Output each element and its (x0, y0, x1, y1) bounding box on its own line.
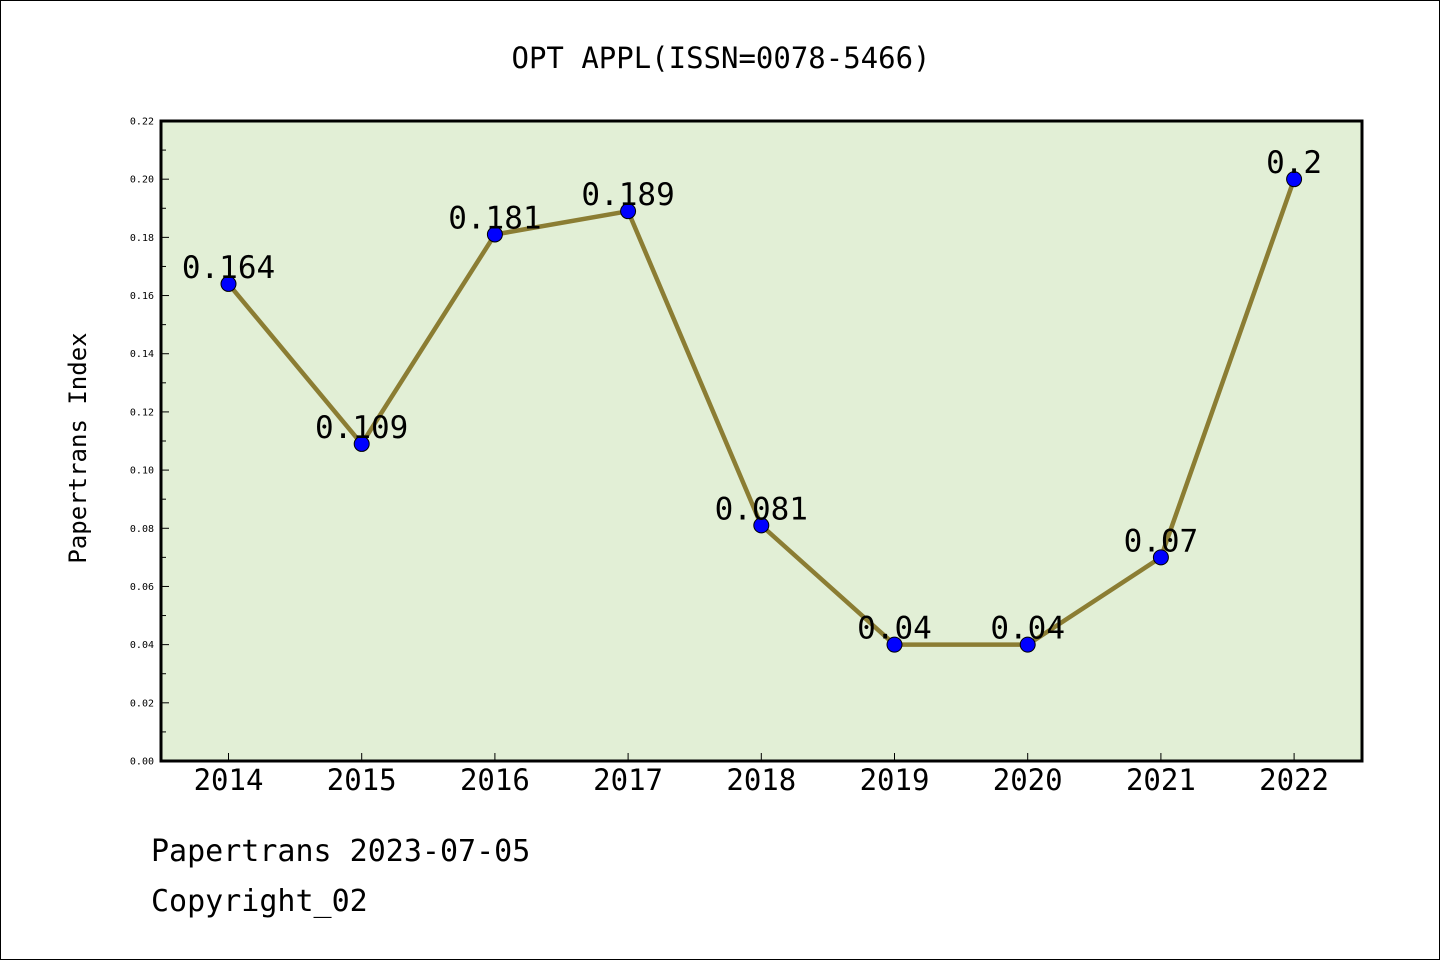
x-tick-label: 2016 (460, 763, 530, 797)
y-tick-label: 0.08 (130, 524, 154, 535)
data-labels: 0.164 0.109 0.181 0.189 0.081 0.04 0.04 0.07 0.2 (182, 145, 1322, 646)
data-point (886, 636, 903, 653)
data-point (486, 226, 503, 243)
data-points (220, 171, 1303, 653)
x-tick-label: 2017 (593, 763, 663, 797)
y-tick-label: 0.14 (130, 349, 154, 360)
y-tick-label: 0.00 (130, 757, 154, 768)
y-axis-label: Papertrans Index (64, 332, 92, 563)
data-label: 0.04 (990, 611, 1065, 647)
y-tick-label: 0.16 (130, 291, 154, 302)
x-tick-label: 2022 (1259, 763, 1329, 797)
x-tick-label: 2020 (993, 763, 1063, 797)
x-tick-label: 2021 (1126, 763, 1196, 797)
data-point (353, 435, 370, 452)
data-label: 0.189 (581, 177, 674, 213)
y-tick-label: 0.10 (130, 466, 154, 477)
y-tick-label: 0.06 (130, 582, 154, 593)
x-axis-ticks: 2014 2015 2016 2017 2018 2019 2020 2021 2022 (194, 753, 1329, 797)
data-label: 0.2 (1266, 145, 1322, 181)
x-tick-label: 2018 (726, 763, 796, 797)
data-point (1152, 549, 1169, 566)
y-tick-label: 0.12 (130, 407, 154, 418)
y-tick-label: 0.20 (130, 175, 154, 186)
data-point (753, 517, 770, 534)
y-tick-label: 0.22 (130, 117, 154, 128)
data-label: 0.04 (857, 611, 932, 647)
data-label: 0.07 (1124, 523, 1199, 559)
data-label: 0.109 (315, 410, 408, 446)
data-label: 0.164 (182, 250, 275, 286)
plot-border (159, 119, 1364, 763)
x-tick-label: 2019 (860, 763, 930, 797)
footer-date-line: Papertrans 2023-07-05 (151, 834, 531, 869)
x-tick-label: 2015 (327, 763, 397, 797)
y-tick-label: 0.04 (130, 640, 154, 651)
data-point (220, 275, 237, 292)
data-point (620, 203, 637, 220)
y-tick-label: 0.02 (130, 698, 154, 709)
data-point (1019, 636, 1036, 653)
footer-copyright-line: Copyright_02 (151, 884, 368, 919)
data-point (1286, 171, 1303, 188)
chart-title: OPT APPL(ISSN=0078-5466) (511, 41, 930, 75)
x-tick-label: 2014 (194, 763, 264, 797)
data-label: 0.181 (448, 200, 541, 236)
y-tick-label: 0.18 (130, 233, 154, 244)
data-label: 0.081 (715, 491, 808, 527)
